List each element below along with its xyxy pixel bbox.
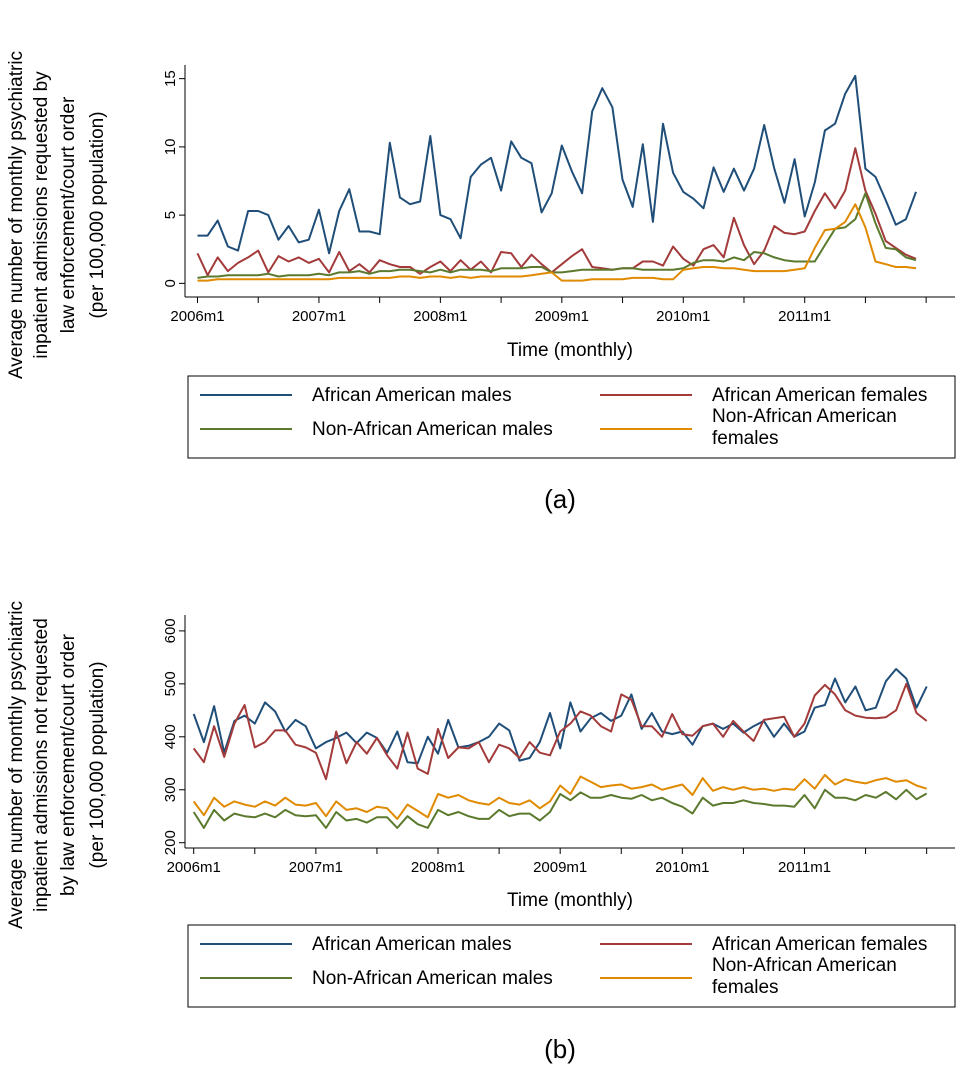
y-tick-label: 0: [162, 279, 179, 287]
x-tick-label: 2007m1: [289, 859, 343, 876]
y-tick-label: 400: [162, 724, 179, 749]
y-axis-title-line: (per 100,000 population): [87, 661, 108, 868]
legend-label-line: Non-African American: [712, 955, 897, 976]
legend-label-0: African American males: [312, 385, 512, 406]
x-tick-label: 2008m1: [411, 859, 465, 876]
y-axis-title-line: (per 100,000 population): [87, 111, 108, 318]
x-tick-label: 2007m1: [292, 308, 346, 325]
y-axis-title-line: Average number of monthly psychiatric: [6, 51, 27, 379]
x-tick-label: 2009m1: [533, 859, 587, 876]
legend-box: [187, 375, 956, 459]
legend-label-2: Non-African American males: [312, 419, 553, 440]
series-line-2: [197, 192, 917, 279]
y-tick-label: 10: [162, 139, 179, 156]
y-tick-label: 15: [162, 70, 179, 87]
series-line-1: [196, 147, 917, 277]
y-tick-label: 600: [162, 618, 179, 643]
x-tick-label: 2008m1: [413, 308, 467, 325]
legend-label-1: African American females: [712, 385, 927, 406]
legend-box: [187, 924, 956, 1008]
legend-label-1: African American females: [712, 934, 927, 955]
panel-a: 0 5 10 15 2006m1 2007m1 2008m1 2009m1 2010m1 2011…: [6, 51, 956, 514]
series-line-2: [192, 788, 928, 829]
y-tick-label: 500: [162, 671, 179, 696]
series-line-0: [192, 668, 928, 765]
series-line-1: [192, 682, 928, 781]
x-tick-label: 2006m1: [170, 308, 224, 325]
x-tick-label: 2009m1: [535, 308, 589, 325]
x-tick-label: 2011m1: [778, 859, 831, 876]
y-axis-title-line: by law enforcement/court order: [58, 633, 79, 896]
y-tick-label: 300: [162, 777, 179, 802]
legend-label-line: females: [712, 428, 779, 449]
y-tick-label: 5: [162, 211, 179, 219]
series-line-3: [192, 773, 927, 820]
legend-label-0: African American males: [312, 934, 512, 955]
x-tick-label: 2006m1: [167, 859, 221, 876]
series-line-3: [197, 203, 917, 282]
legend-label-2: Non-African American males: [312, 968, 553, 989]
legend-label-line: females: [712, 977, 779, 998]
legend-label-3: Non-African American females: [712, 955, 897, 998]
series-line-0: [197, 74, 917, 255]
panel-b: 200 300 400 500 600 2006m1 2007m1 2008m1 2009m1 2…: [6, 601, 956, 1064]
y-tick-label: 200: [162, 830, 179, 855]
legend-label-3: Non-African American females: [712, 406, 897, 449]
y-axis-title-line: Average number of monthly psychiatric: [6, 601, 27, 929]
x-tick-label: 2010m1: [656, 308, 710, 325]
y-axis-title-line: inpatient admissions requested by: [31, 71, 52, 359]
x-axis-title: Time (monthly): [507, 890, 633, 911]
x-tick-label: 2011m1: [778, 308, 831, 325]
x-axis-title: Time (monthly): [507, 340, 633, 361]
panel-label: (a): [544, 484, 576, 514]
panel-label: (b): [544, 1034, 576, 1064]
legend-label-line: Non-African American: [712, 406, 897, 427]
y-axis-title-line: law enforcement/court order: [58, 96, 79, 333]
x-tick-label: 2010m1: [655, 859, 709, 876]
y-axis-title-line: inpatient admissions not requested: [31, 618, 52, 912]
